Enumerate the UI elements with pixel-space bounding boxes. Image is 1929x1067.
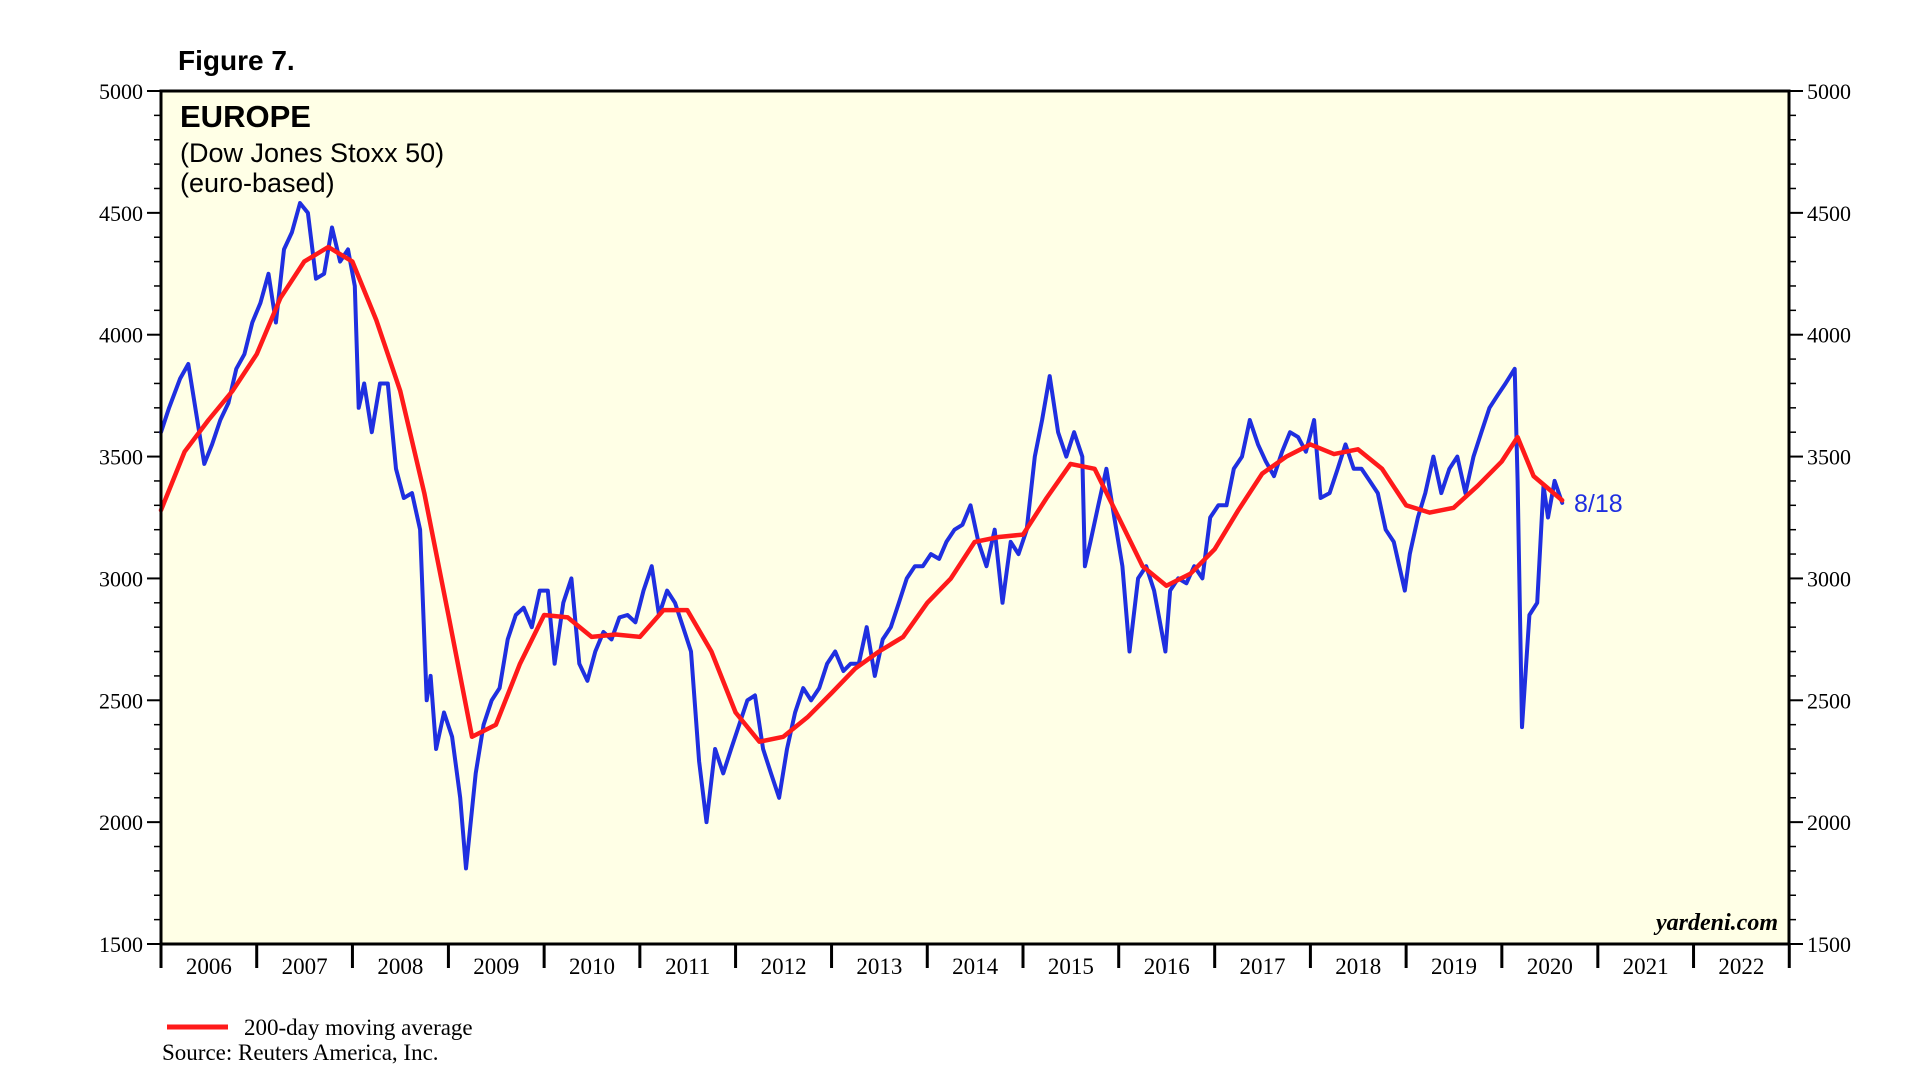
x-tick-label: 2014 [952,954,999,979]
y-tick-label-right: 4500 [1807,201,1851,226]
x-tick-label: 2017 [1240,954,1286,979]
y-tick-label-right: 3000 [1807,566,1851,591]
credit-watermark: yardeni.com [1653,910,1778,936]
x-tick-label: 2018 [1335,954,1381,979]
x-tick-label: 2008 [377,954,423,979]
y-tick-label-left: 2000 [99,810,143,835]
x-tick-label: 2013 [856,954,902,979]
y-tick-label-right: 4000 [1807,323,1851,348]
x-axis: 2006 2007 2008 2009 2010 2011 2012 2013 2014 2015… [159,944,1791,979]
y-tick-label-left: 5000 [99,79,143,104]
x-tick-label: 2021 [1623,954,1669,979]
y-tick-label-right: 3500 [1807,445,1851,470]
x-tick-label: 2006 [186,954,232,979]
y-tick-label-left: 4000 [99,323,143,348]
y-tick-label-right: 2000 [1807,810,1851,835]
legend-label-moving-average: 200-day moving average [244,1015,473,1040]
chart-title: EUROPE [180,99,311,134]
series-line-moving-average [158,244,1565,744]
plot-frame [159,89,1791,946]
x-tick-label: 2016 [1144,954,1190,979]
chart-subtitle-2: (euro-based) [180,168,335,198]
x-tick-label: 2019 [1431,954,1477,979]
chart-subtitle-1: (Dow Jones Stoxx 50) [180,138,444,168]
series-layer [158,201,1565,871]
source-note: Source: Reuters America, Inc. [162,1040,439,1065]
y-tick-label-right: 1500 [1807,932,1851,957]
latest-date-annotation: 8/18 [1574,490,1623,518]
y-tick-label-left: 3500 [99,445,143,470]
x-tick-label: 2022 [1718,954,1764,979]
x-tick-label: 2012 [761,954,807,979]
y-tick-label-left: 4500 [99,201,143,226]
y-tick-label-right: 5000 [1807,79,1851,104]
x-tick-label: 2009 [473,954,519,979]
x-tick-label: 2007 [282,954,328,979]
y-axis: 1500 1500 2000 2000 2500 2500 3000 3000 3500 3500… [99,79,1851,957]
x-tick-label: 2020 [1527,954,1573,979]
y-tick-label-right: 2500 [1807,688,1851,713]
figure-label: Figure 7. [178,45,295,76]
x-tick-label: 2011 [665,954,710,979]
series-line-index [159,201,1565,871]
x-tick-label: 2015 [1048,954,1094,979]
y-tick-label-left: 1500 [99,932,143,957]
x-tick-label: 2010 [569,954,615,979]
y-tick-label-left: 3000 [99,566,143,591]
y-tick-label-left: 2500 [99,688,143,713]
